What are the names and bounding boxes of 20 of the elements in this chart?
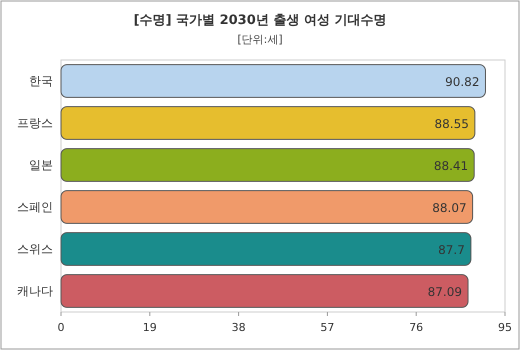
data-label: 87.7 (438, 243, 465, 257)
data-label: 88.55 (434, 117, 469, 131)
data-label: 90.82 (445, 75, 480, 89)
y-tick-label: 일본 (29, 158, 53, 172)
y-tick-label: 프랑스 (17, 116, 53, 130)
x-tick-label: 57 (320, 321, 334, 334)
data-label: 88.41 (434, 159, 468, 173)
chart-subtitle: [단위:세] (237, 33, 283, 46)
chart-title: [수명] 국가별 2030년 출생 여성 기대수명 (134, 13, 386, 28)
y-tick-label: 스위스 (17, 242, 53, 256)
data-label: 88.07 (432, 201, 467, 215)
y-tick-label: 캐나다 (17, 284, 53, 298)
y-tick-label: 한국 (29, 74, 53, 88)
x-tick-label: 95 (498, 321, 512, 334)
x-tick-label: 19 (142, 321, 157, 334)
data-label: 87.09 (428, 285, 462, 299)
y-tick-label: 스페인 (17, 200, 53, 214)
x-tick-label: 76 (409, 321, 424, 334)
x-tick-label: 38 (232, 321, 246, 334)
x-tick-label: 0 (58, 321, 64, 334)
